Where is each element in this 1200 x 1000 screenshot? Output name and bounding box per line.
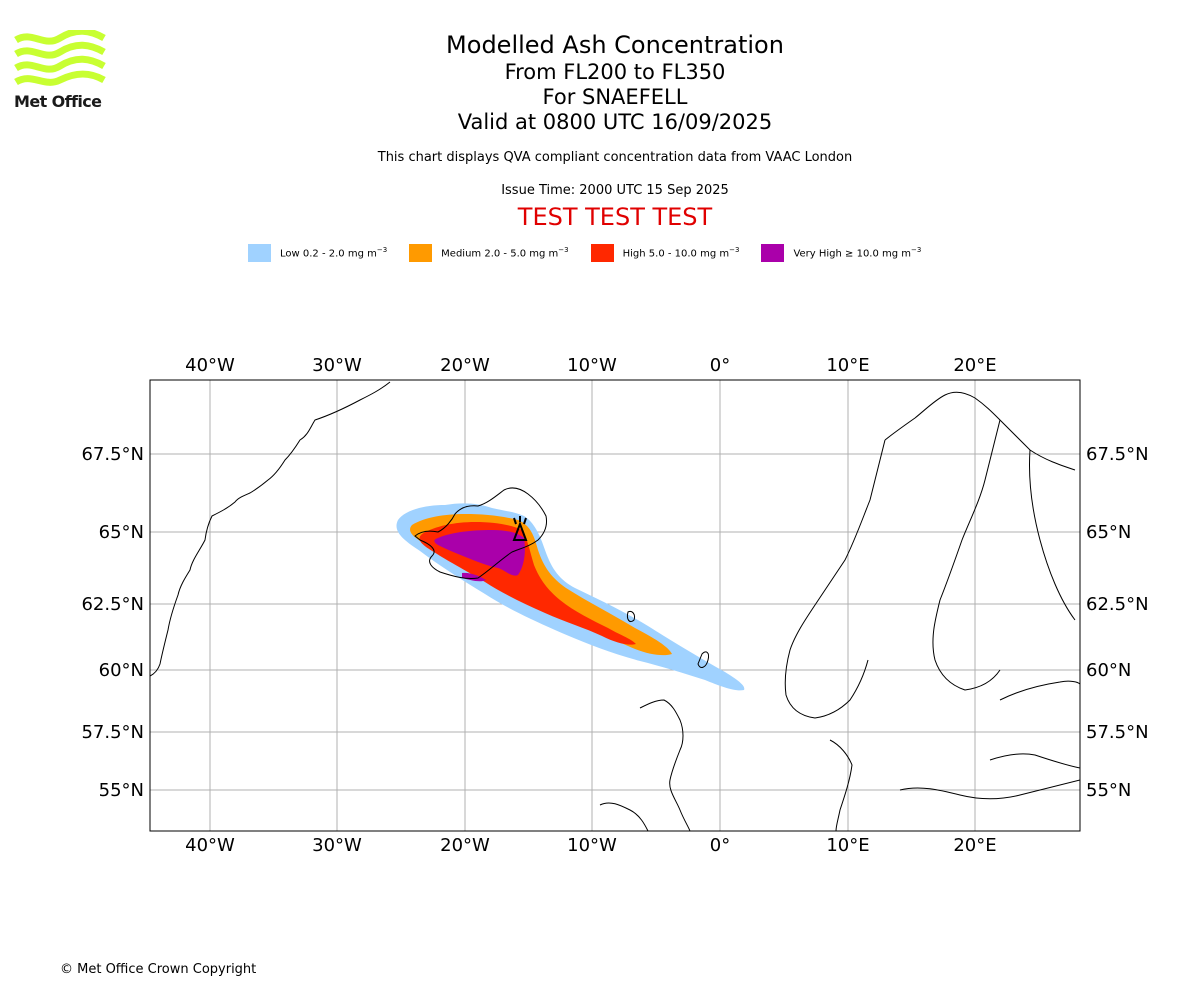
met-office-logo-text: Met Office <box>14 92 102 111</box>
lat-label-left: 55°N <box>99 780 144 801</box>
lat-label-right: 55°N <box>1086 780 1131 801</box>
map-frame <box>149 379 1081 832</box>
legend-item-high: High 5.0 - 10.0 mg m−3 <box>590 244 739 262</box>
lon-label-bottom: 10°E <box>826 835 869 856</box>
volcano-marker-icon <box>512 516 528 541</box>
legend-label-medium: Medium 2.0 - 5.0 mg m <box>441 248 559 260</box>
iceland-outline <box>414 487 547 579</box>
copyright-notice: © Met Office Crown Copyright <box>60 962 257 977</box>
lon-label-top: 30°W <box>312 355 362 376</box>
lat-label-left: 57.5°N <box>81 722 144 743</box>
lat-label-right: 67.5°N <box>1086 444 1149 465</box>
lon-label-bottom: 20°W <box>440 835 490 856</box>
longitude-labels-top: 40°W 30°W 20°W 10°W 0° 10°E 20°E <box>185 355 996 376</box>
met-office-logo: Met Office <box>14 30 106 112</box>
valid-time: Valid at 0800 UTC 16/09/2025 <box>457 110 773 134</box>
legend-swatch-low <box>248 244 271 262</box>
flight-levels: From FL200 to FL350 <box>504 60 726 84</box>
lon-label-bottom: 0° <box>710 835 730 856</box>
uk-outline <box>639 699 691 831</box>
lon-label-bottom: 30°W <box>312 835 362 856</box>
lon-label-bottom: 10°W <box>567 835 617 856</box>
lon-label-top: 20°W <box>440 355 490 376</box>
issue-time: Issue Time: 2000 UTC 15 Sep 2025 <box>501 183 729 198</box>
legend-label-low: Low 0.2 - 2.0 mg m <box>280 248 377 260</box>
chart-title: Modelled Ash Concentration <box>446 31 784 59</box>
lon-label-top: 0° <box>710 355 730 376</box>
longitude-labels-bottom: 40°W 30°W 20°W 10°W 0° 10°E 20°E <box>185 835 996 856</box>
lat-label-left: 60°N <box>99 660 144 681</box>
lon-label-bottom: 20°E <box>953 835 996 856</box>
legend-item-medium: Medium 2.0 - 5.0 mg m−3 <box>409 244 569 262</box>
legend-swatch-high <box>590 244 614 262</box>
test-banner: TEST TEST TEST <box>517 203 713 231</box>
legend-label-high: High 5.0 - 10.0 mg m <box>622 248 730 260</box>
lon-label-top: 20°E <box>953 355 996 376</box>
lat-label-right: 65°N <box>1086 522 1131 543</box>
legend-label-very-high: Very High ≥ 10.0 mg m <box>793 248 912 260</box>
chart-description: This chart displays QVA compliant concen… <box>377 150 853 165</box>
latitude-labels-left: 67.5°N 65°N 62.5°N 60°N 57.5°N 55°N <box>81 444 144 801</box>
legend-swatch-very-high <box>761 244 785 262</box>
lat-label-right: 57.5°N <box>1086 722 1149 743</box>
latitude-labels-right: 67.5°N 65°N 62.5°N 60°N 57.5°N 55°N <box>1086 444 1149 801</box>
lon-label-bottom: 40°W <box>185 835 235 856</box>
scandinavia-outline <box>884 391 1076 471</box>
lat-label-left: 65°N <box>99 522 144 543</box>
lat-label-right: 62.5°N <box>1086 594 1149 615</box>
legend-item-low: Low 0.2 - 2.0 mg m−3 <box>248 244 387 262</box>
lat-label-left: 67.5°N <box>81 444 144 465</box>
map-grid <box>150 380 1080 831</box>
legend-item-very-high: Very High ≥ 10.0 mg m−3 <box>761 244 921 262</box>
coastlines <box>150 381 1080 831</box>
concentration-legend: Low 0.2 - 2.0 mg m−3 Medium 2.0 - 5.0 mg… <box>248 244 943 262</box>
lon-label-top: 10°E <box>826 355 869 376</box>
lat-label-left: 62.5°N <box>81 594 144 615</box>
lon-label-top: 40°W <box>185 355 235 376</box>
legend-swatch-medium <box>409 244 433 262</box>
met-office-wave-icon <box>14 30 106 86</box>
lat-label-right: 60°N <box>1086 660 1131 681</box>
lon-label-top: 10°W <box>567 355 617 376</box>
volcano-name: For SNAEFELL <box>542 85 688 109</box>
ash-area-very-high <box>434 530 525 582</box>
chart-titles: Modelled Ash Concentration From FL200 to… <box>315 30 915 231</box>
